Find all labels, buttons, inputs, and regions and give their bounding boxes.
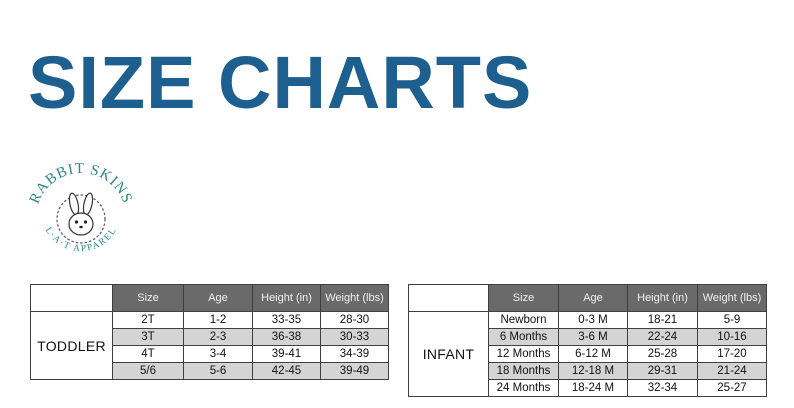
height-cell: 25-28 — [627, 345, 698, 363]
height-cell: 33-35 — [252, 311, 321, 329]
weight-cell: 5-9 — [697, 311, 767, 329]
size-cell: 18 Months — [488, 362, 559, 380]
weight-cell: 39-49 — [320, 362, 389, 380]
height-cell: 22-24 — [627, 328, 698, 346]
weight-cell: 25-27 — [697, 379, 767, 397]
toddler-size-table: Size Age Height (in) Weight (lbs) TODDLE… — [30, 284, 389, 380]
weight-cell: 30-33 — [320, 328, 389, 346]
column-header-size: Size — [488, 284, 559, 312]
column-header-weight: Weight (lbs) — [697, 284, 767, 312]
age-cell: 5-6 — [183, 362, 253, 380]
infant-size-table: Size Age Height (in) Weight (lbs) INFANT… — [408, 284, 767, 397]
table-row: 5/6 5-6 42-45 39-49 — [31, 362, 389, 380]
height-cell: 18-21 — [627, 311, 698, 329]
svg-text:RABBIT SKINS: RABBIT SKINS — [27, 161, 135, 206]
age-cell: 18-24 M — [558, 379, 628, 397]
column-header-height: Height (in) — [627, 284, 698, 312]
age-cell: 1-2 — [183, 311, 253, 329]
weight-cell: 21-24 — [697, 362, 767, 380]
logo-top-text: RABBIT SKINS — [27, 161, 134, 206]
size-cell: 5/6 — [112, 362, 184, 380]
weight-cell: 28-30 — [320, 311, 389, 329]
height-cell: 32-34 — [627, 379, 698, 397]
infant-label: INFANT — [408, 311, 489, 397]
height-cell: 39-41 — [252, 345, 321, 363]
column-header-age: Age — [183, 284, 253, 312]
size-cell: 4T — [112, 345, 184, 363]
weight-cell: 17-20 — [697, 345, 767, 363]
age-cell: 2-3 — [183, 328, 253, 346]
toddler-label: TODDLER — [30, 311, 113, 380]
column-header-weight: Weight (lbs) — [320, 284, 389, 312]
height-cell: 36-38 — [252, 328, 321, 346]
size-cell: 12 Months — [488, 345, 559, 363]
weight-cell: 34-39 — [320, 345, 389, 363]
age-cell: 3-6 M — [558, 328, 628, 346]
age-cell: 6-12 M — [558, 345, 628, 363]
height-cell: 42-45 — [252, 362, 321, 380]
size-cell: 24 Months — [488, 379, 559, 397]
height-cell: 29-31 — [627, 362, 698, 380]
age-cell: 12-18 M — [558, 362, 628, 380]
column-header-height: Height (in) — [252, 284, 321, 312]
table-row: TODDLER 2T 1-2 33-35 28-30 — [30, 311, 389, 380]
page-title: SIZE CHARTS — [28, 41, 533, 124]
table-row: 18 Months 12-18 M 29-31 21-24 — [409, 362, 767, 380]
size-cell: 6 Months — [488, 328, 559, 346]
table-row: INFANT Newborn 0-3 M 18-21 5-9 — [408, 311, 767, 397]
table-row: 12 Months 6-12 M 25-28 17-20 — [409, 345, 767, 363]
age-cell: 3-4 — [183, 345, 253, 363]
column-header-size: Size — [112, 284, 184, 312]
column-header-age: Age — [558, 284, 628, 312]
size-cell: Newborn — [488, 311, 559, 329]
rabbit-icon — [68, 192, 94, 236]
size-cell: 2T — [112, 311, 184, 329]
weight-cell: 10-16 — [697, 328, 767, 346]
rabbit-skins-logo: RABBIT SKINS L·A·T APPAREL — [27, 161, 135, 254]
table-row: 24 Months 18-24 M 32-34 25-27 — [409, 379, 767, 397]
age-cell: 0-3 M — [558, 311, 628, 329]
size-cell: 3T — [112, 328, 184, 346]
